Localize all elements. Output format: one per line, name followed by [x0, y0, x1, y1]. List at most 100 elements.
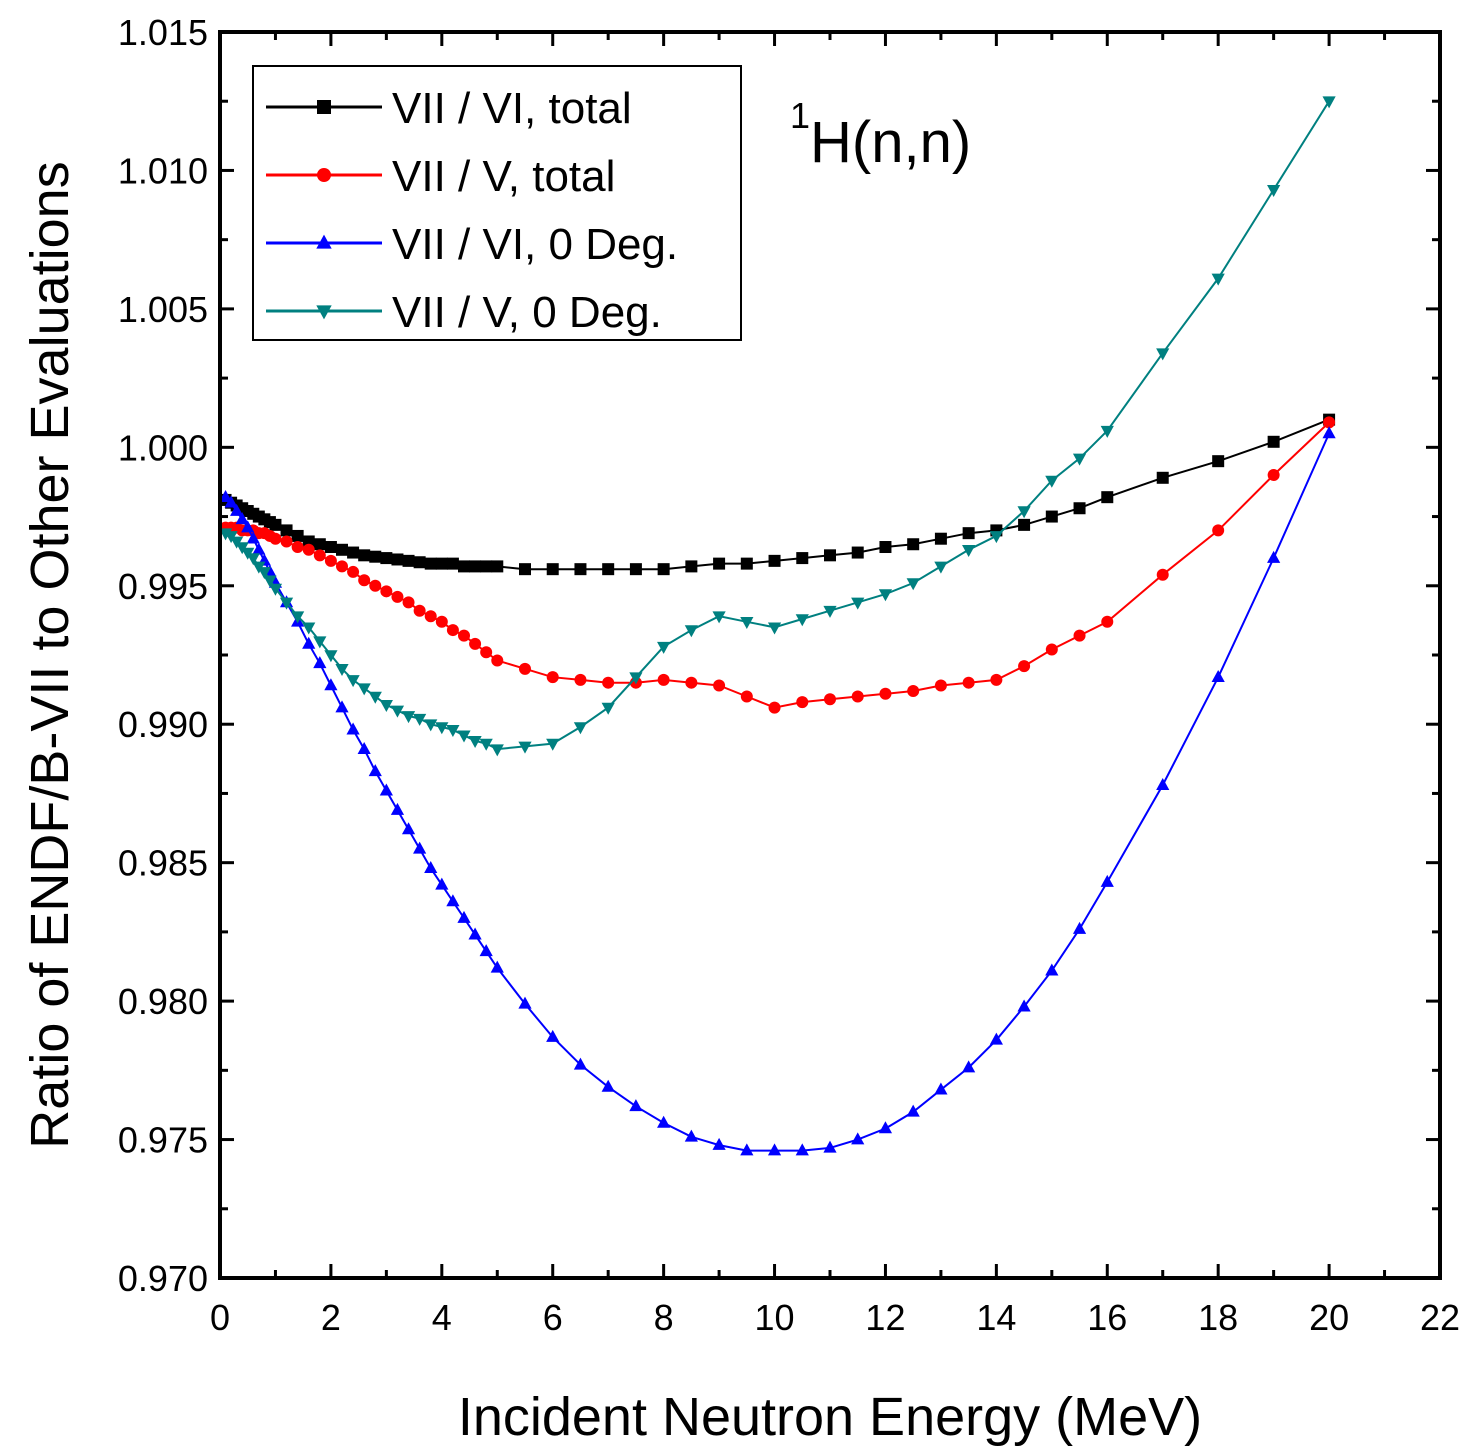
y-tick-label: 1.005	[118, 289, 208, 330]
data-point	[413, 714, 426, 726]
data-point	[768, 1143, 781, 1155]
data-point	[519, 563, 531, 575]
data-point	[436, 558, 448, 570]
series-1	[220, 414, 1336, 576]
data-point	[313, 656, 326, 668]
data-point	[685, 625, 698, 637]
data-point	[685, 677, 697, 689]
data-point	[303, 544, 315, 556]
data-point	[1046, 643, 1058, 655]
data-point	[1268, 469, 1280, 481]
x-tick-label: 8	[654, 1297, 674, 1338]
data-point	[358, 574, 370, 586]
data-point	[1046, 511, 1058, 523]
data-point	[347, 566, 359, 578]
data-point	[480, 560, 492, 572]
x-tick-label: 10	[755, 1297, 795, 1338]
data-point	[369, 764, 382, 776]
data-point	[602, 563, 614, 575]
data-point	[713, 679, 725, 691]
data-point	[768, 623, 781, 635]
data-point	[796, 696, 808, 708]
data-point	[325, 555, 337, 567]
data-point	[281, 535, 293, 547]
x-tick-label: 22	[1420, 1297, 1460, 1338]
data-point	[685, 560, 697, 572]
data-point	[1322, 96, 1335, 108]
x-tick-label: 6	[543, 1297, 563, 1338]
data-point	[314, 538, 326, 550]
data-point	[358, 742, 371, 754]
y-tick-label: 1.015	[118, 12, 208, 53]
data-point	[824, 549, 836, 561]
data-point	[852, 691, 864, 703]
data-point	[281, 524, 293, 536]
y-tick-label: 0.975	[118, 1120, 208, 1161]
data-point	[630, 563, 642, 575]
data-point	[252, 543, 265, 555]
data-point	[480, 646, 492, 658]
data-point	[413, 842, 426, 854]
data-point	[335, 700, 348, 712]
data-point	[629, 1099, 642, 1111]
annotation: 1H(n,n)	[790, 95, 971, 175]
data-point	[1073, 922, 1086, 934]
series-3	[219, 426, 1336, 1155]
data-point	[519, 663, 531, 675]
y-tick-label: 0.990	[118, 704, 208, 745]
data-point	[713, 558, 725, 570]
data-point	[269, 519, 281, 531]
data-point	[346, 723, 359, 735]
data-point	[879, 688, 891, 700]
data-point	[369, 580, 381, 592]
data-point	[963, 527, 975, 539]
x-tick-label: 2	[321, 1297, 341, 1338]
data-point	[935, 679, 947, 691]
data-point	[425, 558, 437, 570]
data-point	[336, 560, 348, 572]
x-tick-label: 0	[210, 1297, 230, 1338]
data-point	[1074, 630, 1086, 642]
data-point	[602, 1080, 615, 1092]
data-point	[1018, 519, 1030, 531]
data-point	[292, 541, 304, 553]
y-tick-label: 0.985	[118, 843, 208, 884]
x-tick-label: 12	[865, 1297, 905, 1338]
y-tick-label: 1.000	[118, 427, 208, 468]
x-axis-title: Incident Neutron Energy (MeV)	[458, 1387, 1202, 1447]
data-point	[391, 553, 403, 565]
data-point	[1101, 875, 1114, 887]
data-point	[741, 691, 753, 703]
data-point	[1073, 454, 1086, 466]
data-point	[491, 744, 504, 756]
data-point	[1267, 185, 1280, 197]
data-point	[934, 1083, 947, 1095]
data-point	[269, 533, 281, 545]
x-tick-label: 14	[976, 1297, 1016, 1338]
data-point	[547, 671, 559, 683]
data-point	[963, 677, 975, 689]
data-point	[574, 722, 587, 734]
data-point	[934, 562, 947, 574]
data-point	[414, 605, 426, 617]
data-point	[346, 675, 359, 687]
data-point	[425, 610, 437, 622]
data-point	[380, 783, 393, 795]
legend-label: VII / VI, 0 Deg.	[392, 220, 678, 269]
data-point	[403, 555, 415, 567]
x-tick-label: 16	[1087, 1297, 1127, 1338]
data-point	[402, 822, 415, 834]
y-tick-label: 1.010	[118, 150, 208, 191]
data-point	[403, 596, 415, 608]
data-point	[962, 545, 975, 557]
legend-marker	[317, 168, 331, 182]
data-point	[292, 530, 304, 542]
data-point	[852, 547, 864, 559]
annotation-text: H(n,n)	[810, 110, 971, 175]
data-point	[324, 678, 337, 690]
y-tick-label: 0.995	[118, 566, 208, 607]
data-point	[1157, 472, 1169, 484]
data-point	[369, 692, 382, 704]
data-point	[302, 637, 315, 649]
data-point	[1101, 616, 1113, 628]
